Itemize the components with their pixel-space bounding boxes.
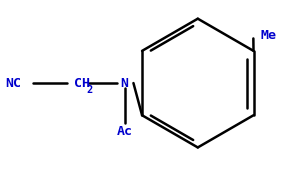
Text: Me: Me (261, 29, 277, 42)
Text: 2: 2 (86, 85, 92, 95)
Text: N: N (121, 77, 129, 90)
Text: NC: NC (5, 77, 21, 90)
Text: CH: CH (74, 77, 90, 90)
Text: Ac: Ac (117, 125, 133, 138)
